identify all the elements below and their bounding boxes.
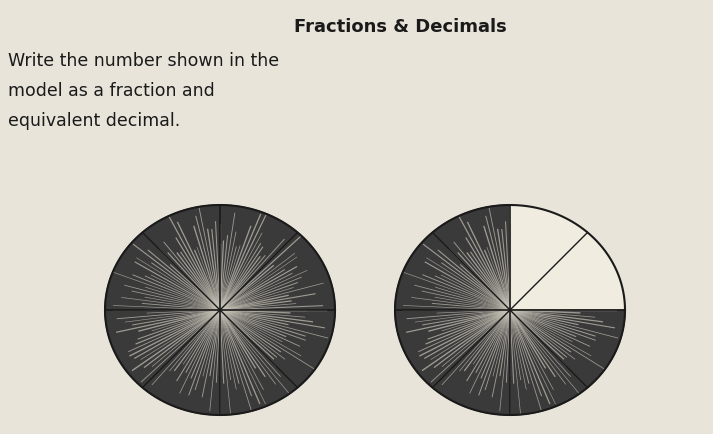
Text: Write the number shown in the: Write the number shown in the: [8, 52, 279, 70]
Text: model as a fraction and: model as a fraction and: [8, 82, 215, 100]
Polygon shape: [395, 310, 510, 415]
Text: Fractions & Decimals: Fractions & Decimals: [294, 18, 506, 36]
Text: equivalent decimal.: equivalent decimal.: [8, 112, 180, 130]
Polygon shape: [395, 205, 510, 310]
Polygon shape: [105, 205, 220, 310]
Polygon shape: [220, 310, 335, 415]
Polygon shape: [510, 310, 625, 415]
Polygon shape: [220, 205, 335, 310]
Polygon shape: [510, 205, 625, 310]
Polygon shape: [105, 310, 220, 415]
